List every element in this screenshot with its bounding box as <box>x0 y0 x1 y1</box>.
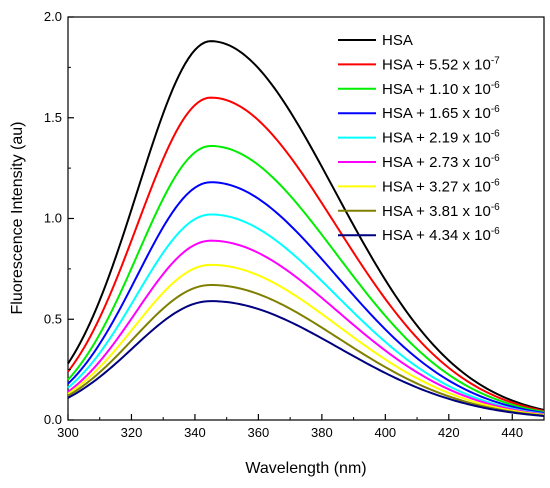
legend-entry: HSA + 3.81 x 10-6 <box>382 202 500 220</box>
y-tick-label: 1.0 <box>44 211 62 226</box>
legend-entry-base: HSA + 5.52 x 10 <box>382 56 491 73</box>
x-tick-label: 340 <box>184 425 206 440</box>
legend-entry-exponent: -6 <box>491 226 500 237</box>
legend-entry-base: HSA + 2.73 x 10 <box>382 154 491 171</box>
series-line <box>67 283 545 417</box>
series-line <box>67 300 545 417</box>
legend-entry-exponent: -7 <box>491 55 500 66</box>
legend-entry-exponent: -6 <box>491 80 500 91</box>
series-line <box>67 96 545 412</box>
series-line <box>67 239 545 416</box>
x-tick-label: 400 <box>374 425 396 440</box>
y-tick-label: 0.0 <box>44 412 62 427</box>
legend-entry: HSA + 5.52 x 10-7 <box>382 55 500 73</box>
x-tick-label: 380 <box>311 425 333 440</box>
legend-entry-exponent: -6 <box>491 177 500 188</box>
legend-entry-exponent: -6 <box>491 153 500 164</box>
legend-entry: HSA <box>382 32 413 49</box>
legend-entry-exponent: -6 <box>491 104 500 115</box>
legend-entry-exponent: -6 <box>491 129 500 140</box>
legend-entry: HSA + 1.10 x 10-6 <box>382 80 500 98</box>
series-line <box>67 213 545 415</box>
legend-entry-base: HSA + 1.65 x 10 <box>382 105 491 122</box>
x-tick-label: 320 <box>121 425 143 440</box>
legend-entry-base: HSA + 4.34 x 10 <box>382 227 491 244</box>
x-tick-label: 300 <box>57 425 79 440</box>
legend-entry: HSA + 1.65 x 10-6 <box>382 104 500 122</box>
legend-entry-base: HSA + 3.81 x 10 <box>382 203 491 220</box>
y-tick-label: 1.5 <box>44 110 62 125</box>
y-tick-label: 2.0 <box>44 9 62 24</box>
legend-entry-base: HSA + 2.19 x 10 <box>382 130 491 147</box>
y-axis-title: Fluorescence Intensity (au) <box>9 122 26 315</box>
x-tick-label: 440 <box>501 425 523 440</box>
x-tick-label: 360 <box>248 425 270 440</box>
legend-entry: HSA + 2.73 x 10-6 <box>382 153 500 171</box>
legend-entry: HSA + 2.19 x 10-6 <box>382 129 500 147</box>
legend-entry-base: HSA + 1.10 x 10 <box>382 81 491 98</box>
series-line <box>67 144 545 413</box>
legend-entry-base: HSA + 3.27 x 10 <box>382 178 491 195</box>
y-tick-label: 0.5 <box>44 311 62 326</box>
x-tick-label: 420 <box>438 425 460 440</box>
x-axis-title: Wavelength (nm) <box>245 460 366 477</box>
legend-entry: HSA + 4.34 x 10-6 <box>382 226 500 244</box>
series-line <box>67 181 545 414</box>
x-axis-ticks: 300 320 340 360 380 400 420 440 <box>57 414 523 440</box>
y-axis-ticks: 0.0 0.5 1.0 1.5 2.0 <box>44 9 74 427</box>
legend-entry-base: HSA <box>382 32 413 49</box>
series-line <box>67 263 545 416</box>
series-line <box>67 40 545 411</box>
series-lines <box>67 40 545 417</box>
legend-entry: HSA + 3.27 x 10-6 <box>382 177 500 195</box>
legend-entry-exponent: -6 <box>491 202 500 213</box>
